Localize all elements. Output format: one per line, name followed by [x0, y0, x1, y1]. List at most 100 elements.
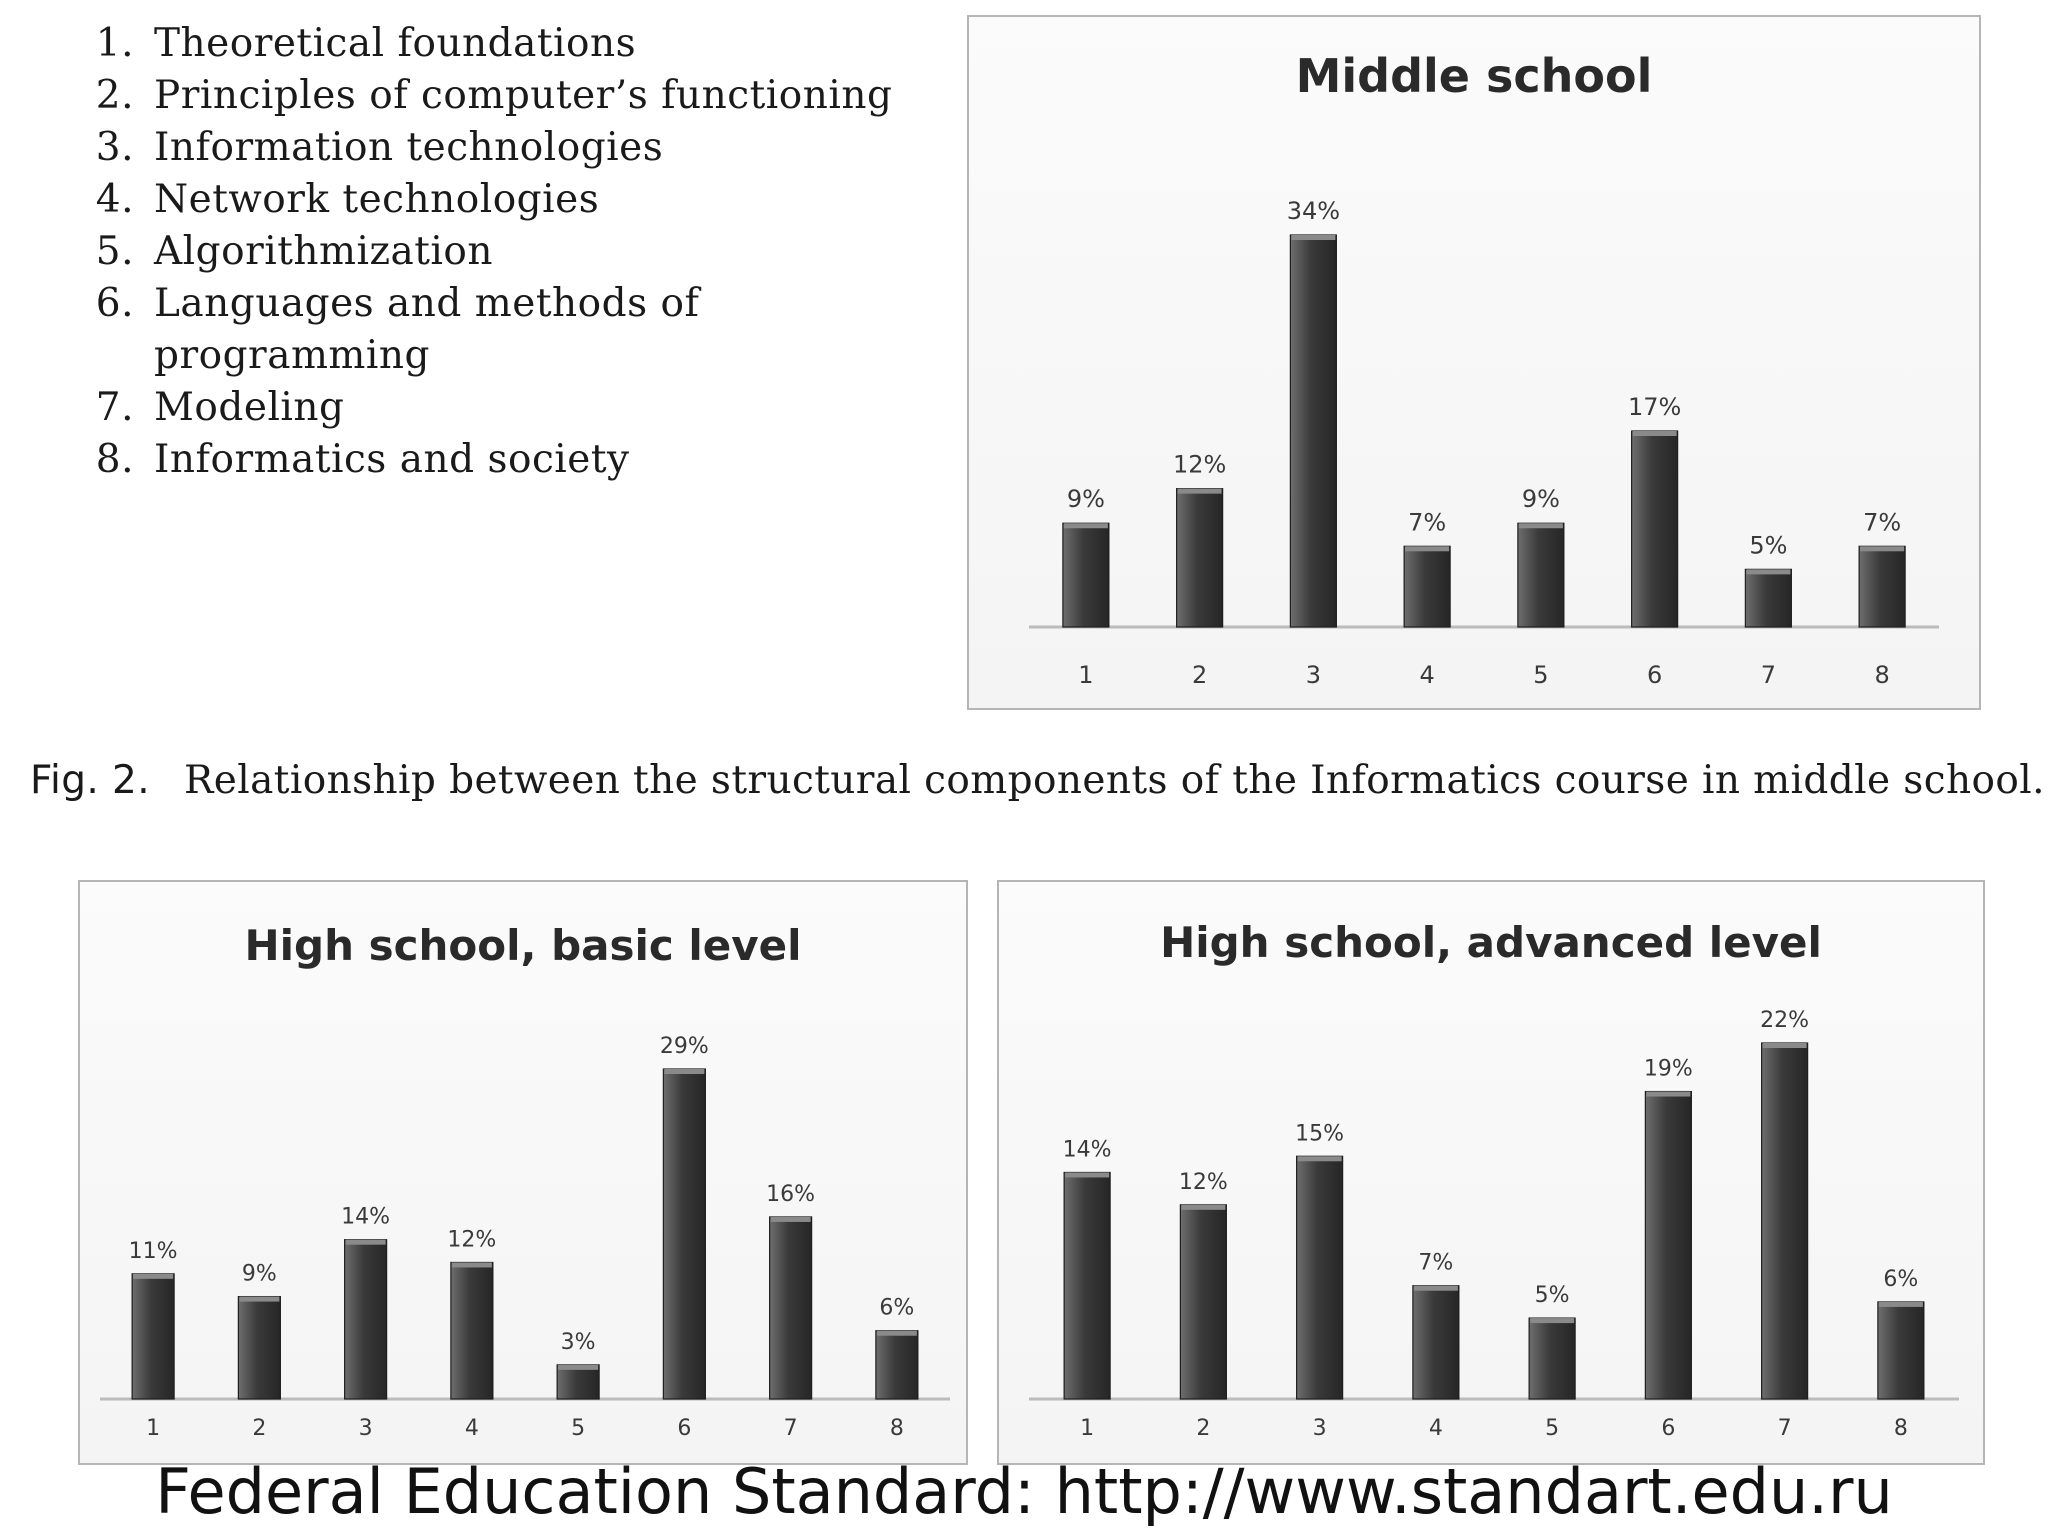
- x-tick-label: 5: [1545, 1416, 1559, 1441]
- bar-cap: [664, 1069, 705, 1074]
- topic-item: 3. Information technologies: [70, 122, 930, 174]
- data-label: 9%: [1067, 485, 1105, 513]
- x-tick-label: 3: [1313, 1416, 1327, 1441]
- topic-number: 4.: [95, 177, 134, 222]
- bar-cap: [1177, 488, 1222, 494]
- bar-cap: [876, 1330, 917, 1336]
- bar-5: [1517, 522, 1565, 628]
- topic-number: 7.: [95, 385, 134, 430]
- bar-cap: [1065, 1172, 1110, 1178]
- middle-school-chart-svg: Middle school 9% 1 12% 2 34% 3 7% 4 9% 5 17% 6 5% 7 7% 8: [1029, 49, 1939, 689]
- data-label: 7%: [1418, 1251, 1453, 1276]
- bar-cap: [133, 1273, 174, 1279]
- chart-title: Middle school: [1296, 49, 1653, 103]
- bar-1: [1063, 1171, 1111, 1400]
- bar-cap: [1181, 1204, 1226, 1210]
- x-tick-label: 5: [1533, 661, 1548, 689]
- topic-label: Modeling: [154, 385, 345, 430]
- bar-3: [1296, 1155, 1344, 1400]
- x-tick-label: 5: [571, 1416, 585, 1441]
- data-label: 6%: [1883, 1267, 1918, 1292]
- x-tick-label: 6: [677, 1416, 691, 1441]
- high-school-advanced-chart-svg: High school, advanced level 14% 1 12% 2 15% 3 7…: [1029, 918, 1959, 1441]
- x-tick-label: 8: [1894, 1416, 1908, 1441]
- bar-cap: [1646, 1091, 1691, 1097]
- x-tick-label: 1: [146, 1416, 160, 1441]
- x-tick-label: 2: [1192, 661, 1207, 689]
- bar-7: [1761, 1042, 1809, 1400]
- bar-4: [1412, 1285, 1460, 1400]
- data-label: 14%: [341, 1205, 390, 1230]
- x-tick-label: 1: [1080, 1416, 1094, 1441]
- bar-1: [1062, 522, 1110, 628]
- high-school-basic-chart: High school, basic level 11% 1 9% 2 14% 3 12% 4 3…: [78, 880, 968, 1465]
- bar-7: [769, 1216, 813, 1400]
- bar-cap: [1297, 1156, 1342, 1162]
- topic-item: 1. Theoretical foundations: [70, 18, 930, 70]
- bar-5: [556, 1364, 600, 1400]
- topic-number: 5.: [95, 229, 134, 274]
- bar-2: [237, 1295, 281, 1400]
- topic-number: 1.: [95, 21, 134, 66]
- data-label: 9%: [242, 1262, 277, 1287]
- bar-cap: [1632, 431, 1677, 436]
- bar-cap: [451, 1262, 492, 1268]
- x-tick-label: 4: [1429, 1416, 1443, 1441]
- data-label: 3%: [561, 1330, 596, 1355]
- bar-cap: [1413, 1285, 1458, 1291]
- x-tick-label: 2: [1196, 1416, 1210, 1441]
- bar-cap: [1291, 235, 1336, 240]
- bar-cap: [558, 1364, 599, 1370]
- data-label: 5%: [1749, 531, 1787, 559]
- x-tick-label: 4: [465, 1416, 479, 1441]
- chart-title: High school, basic level: [244, 921, 801, 970]
- data-label: 7%: [1408, 508, 1446, 536]
- source-footer: Federal Education Standard: http://www.s…: [155, 1455, 1893, 1528]
- data-label: 11%: [129, 1239, 178, 1264]
- topic-label: Theoretical foundations: [154, 21, 637, 66]
- bar-4: [1403, 545, 1451, 628]
- bar-3: [344, 1239, 388, 1400]
- topic-number: 6.: [95, 281, 134, 326]
- x-tick-label: 6: [1647, 661, 1662, 689]
- x-tick-label: 3: [1306, 661, 1321, 689]
- bar-cap: [1405, 546, 1450, 552]
- bar-cap: [770, 1216, 811, 1222]
- x-tick-label: 6: [1661, 1416, 1675, 1441]
- topic-legend-list: 1. Theoretical foundations 2. Principles o…: [70, 18, 930, 486]
- data-label: 16%: [766, 1182, 815, 1207]
- data-label: 19%: [1644, 1057, 1693, 1082]
- bar-cap: [239, 1296, 280, 1302]
- topic-item: 8. Informatics and society: [70, 434, 930, 486]
- bar-6: [1631, 430, 1679, 628]
- topic-number: 8.: [95, 437, 134, 482]
- bar-1: [131, 1273, 175, 1400]
- x-tick-label: 3: [359, 1416, 373, 1441]
- x-tick-label: 7: [1761, 661, 1776, 689]
- topic-item: 2. Principles of computer’s functioning: [70, 70, 930, 122]
- topic-item: 6. Languages and methods of programming: [70, 278, 790, 382]
- bar-8: [1858, 545, 1906, 628]
- bar-6: [1644, 1090, 1692, 1400]
- data-label: 12%: [1179, 1170, 1228, 1195]
- topic-label: Principles of computer’s functioning: [154, 73, 893, 118]
- bar-2: [1179, 1204, 1227, 1400]
- bar-6: [662, 1068, 706, 1400]
- data-label: 5%: [1535, 1283, 1570, 1308]
- data-label: 17%: [1628, 393, 1681, 421]
- data-label: 34%: [1287, 197, 1340, 225]
- data-label: 29%: [660, 1034, 709, 1059]
- bar-8: [875, 1330, 919, 1400]
- x-tick-label: 7: [1778, 1416, 1792, 1441]
- data-label: 12%: [1173, 451, 1226, 479]
- topic-label: Information technologies: [154, 125, 664, 170]
- topic-label: Algorithmization: [154, 229, 493, 274]
- bar-4: [450, 1261, 494, 1400]
- topic-item: 5. Algorithmization: [70, 226, 930, 278]
- x-tick-label: 8: [1874, 661, 1889, 689]
- x-tick-label: 1: [1078, 661, 1093, 689]
- data-label: 22%: [1760, 1008, 1809, 1033]
- data-label: 12%: [447, 1227, 496, 1252]
- topic-label: Languages and methods of programming: [154, 281, 700, 378]
- data-label: 6%: [879, 1296, 914, 1321]
